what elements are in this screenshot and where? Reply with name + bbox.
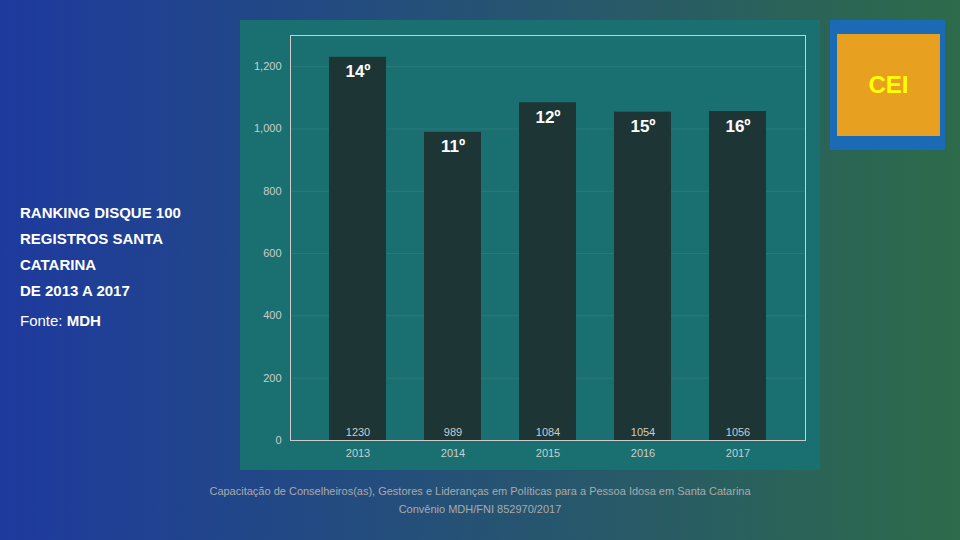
html-text:Capacitação de Conselheiros(as: Capacitação de Conselheiros(as), Gestore… [209,485,751,497]
html-text:CEI: CEI [868,71,909,98]
svg-text:2014: 2014 [441,447,465,459]
svg-text:1,200: 1,200 [254,60,282,72]
svg-text:0: 0 [275,434,281,446]
svg-text:2016: 2016 [631,447,655,459]
svg-text:400: 400 [263,309,281,321]
svg-text:12º: 12º [535,108,560,127]
svg-text:2015: 2015 [536,447,560,459]
svg-text:2013: 2013 [346,447,370,459]
svg-text:15º: 15º [630,117,655,136]
svg-text:16º: 16º [725,117,750,136]
svg-text:600: 600 [263,247,281,259]
svg-text:1054: 1054 [631,426,655,438]
svg-text:1084: 1084 [536,426,560,438]
svg-text:14º: 14º [345,62,370,81]
svg-text:1,000: 1,000 [254,122,282,134]
html-text:REGISTROS SANTA: REGISTROS SANTA [20,230,164,247]
svg-text:989: 989 [444,426,462,438]
svg-text:1230: 1230 [346,426,370,438]
svg-text:200: 200 [263,372,281,384]
html-text:CATARINA: CATARINA [20,256,97,273]
html-text:Fonte: MDH: Fonte: MDH [20,312,101,329]
html-text:Convênio MDH/FNI 852970/2017: Convênio MDH/FNI 852970/2017 [398,503,562,515]
svg-text:2017: 2017 [726,447,750,459]
html-text:RANKING DISQUE 100: RANKING DISQUE 100 [20,204,181,221]
svg-text:1056: 1056 [726,426,750,438]
html-text:DE 2013 A 2017: DE 2013 A 2017 [20,282,130,299]
svg-text:800: 800 [263,185,281,197]
svg-text:11º: 11º [441,137,465,156]
